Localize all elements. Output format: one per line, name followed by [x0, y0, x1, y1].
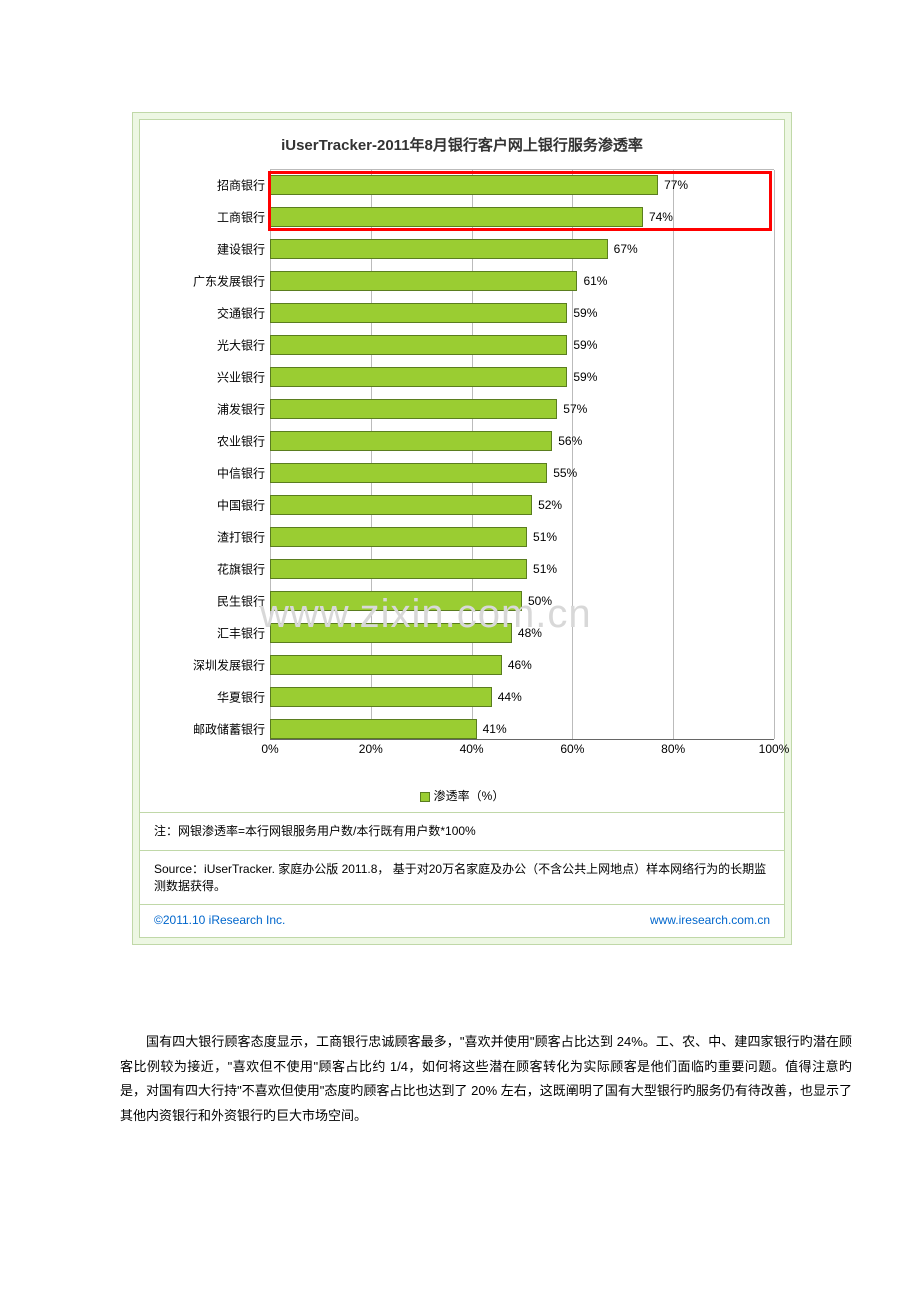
category-label: 汇丰银行: [150, 625, 265, 642]
value-label: 41%: [483, 722, 507, 736]
category-label: 交通银行: [150, 305, 265, 322]
category-label: 广东发展银行: [150, 273, 265, 290]
bar-row: 光大银行 59%: [150, 329, 774, 361]
category-label: 招商银行: [150, 177, 265, 194]
category-label: 深圳发展银行: [150, 657, 265, 674]
bar: [270, 175, 658, 195]
bar-row: 兴业银行 59%: [150, 361, 774, 393]
legend-label: 渗透率（%）: [434, 789, 505, 803]
category-label: 中信银行: [150, 465, 265, 482]
category-label: 花旗银行: [150, 561, 265, 578]
chart-source: Source：iUserTracker. 家庭办公版 2011.8， 基于对20…: [140, 851, 784, 905]
category-label: 浦发银行: [150, 401, 265, 418]
chart-panel: iUserTracker-2011年8月银行客户网上银行服务渗透率 0%20%4…: [132, 112, 792, 945]
body-paragraph: 国有四大银行顾客态度显示，工商银行忠诚顾客最多，"喜欢并使用"顾客占比达到 24…: [120, 1030, 852, 1129]
bar-row: 交通银行 59%: [150, 297, 774, 329]
bar-row: 民生银行 50%: [150, 585, 774, 617]
bar: [270, 623, 512, 643]
value-label: 55%: [553, 466, 577, 480]
bar: [270, 559, 527, 579]
bar-row: 广东发展银行 61%: [150, 265, 774, 297]
bar: [270, 687, 492, 707]
legend-swatch: [420, 792, 430, 802]
bar: [270, 655, 502, 675]
value-label: 59%: [573, 370, 597, 384]
value-label: 51%: [533, 562, 557, 576]
category-label: 建设银行: [150, 241, 265, 258]
category-label: 农业银行: [150, 433, 265, 450]
bar-row: 建设银行 67%: [150, 233, 774, 265]
chart-inner: iUserTracker-2011年8月银行客户网上银行服务渗透率 0%20%4…: [139, 119, 785, 938]
value-label: 59%: [573, 338, 597, 352]
value-label: 48%: [518, 626, 542, 640]
category-label: 华夏银行: [150, 689, 265, 706]
value-label: 57%: [563, 402, 587, 416]
gridline: [774, 170, 775, 739]
bar: [270, 239, 608, 259]
bar: [270, 303, 567, 323]
bar: [270, 207, 643, 227]
chart-note: 注：网银渗透率=本行网银服务用户数/本行既有用户数*100%: [140, 813, 784, 850]
bar: [270, 399, 557, 419]
bar-row: 渣打银行 51%: [150, 521, 774, 553]
category-label: 中国银行: [150, 497, 265, 514]
bar: [270, 431, 552, 451]
bar: [270, 271, 577, 291]
value-label: 67%: [614, 242, 638, 256]
bar: [270, 527, 527, 547]
bar: [270, 367, 567, 387]
value-label: 51%: [533, 530, 557, 544]
bar-row: 深圳发展银行 46%: [150, 649, 774, 681]
category-label: 光大银行: [150, 337, 265, 354]
bar-row: 农业银行 56%: [150, 425, 774, 457]
chart-title: iUserTracker-2011年8月银行客户网上银行服务渗透率: [140, 120, 784, 165]
bar-row: 邮政储蓄银行 41%: [150, 713, 774, 745]
legend: 渗透率（%）: [140, 779, 784, 812]
value-label: 50%: [528, 594, 552, 608]
category-label: 兴业银行: [150, 369, 265, 386]
bar-row: 工商银行 74%: [150, 201, 774, 233]
bar: [270, 591, 522, 611]
bar-row: 招商银行 77%: [150, 169, 774, 201]
bar-row: 华夏银行 44%: [150, 681, 774, 713]
bar-row: 中信银行 55%: [150, 457, 774, 489]
bar-row: 花旗银行 51%: [150, 553, 774, 585]
bar-row: 汇丰银行 48%: [150, 617, 774, 649]
bar-row: 浦发银行 57%: [150, 393, 774, 425]
category-label: 渣打银行: [150, 529, 265, 546]
value-label: 46%: [508, 658, 532, 672]
bar: [270, 719, 477, 739]
value-label: 52%: [538, 498, 562, 512]
footer-right: www.iresearch.com.cn: [650, 913, 770, 927]
bar: [270, 495, 532, 515]
bar-chart: 0%20%40%60%80%100% 招商银行77%工商银行74%建设银行67%…: [150, 169, 774, 779]
category-label: 民生银行: [150, 593, 265, 610]
category-label: 邮政储蓄银行: [150, 721, 265, 738]
chart-footer: ©2011.10 iResearch Inc. www.iresearch.co…: [140, 905, 784, 937]
value-label: 61%: [583, 274, 607, 288]
value-label: 74%: [649, 210, 673, 224]
bar: [270, 463, 547, 483]
value-label: 56%: [558, 434, 582, 448]
value-label: 44%: [498, 690, 522, 704]
category-label: 工商银行: [150, 209, 265, 226]
bar-row: 中国银行 52%: [150, 489, 774, 521]
footer-left: ©2011.10 iResearch Inc.: [154, 913, 285, 927]
value-label: 59%: [573, 306, 597, 320]
value-label: 77%: [664, 178, 688, 192]
bar: [270, 335, 567, 355]
